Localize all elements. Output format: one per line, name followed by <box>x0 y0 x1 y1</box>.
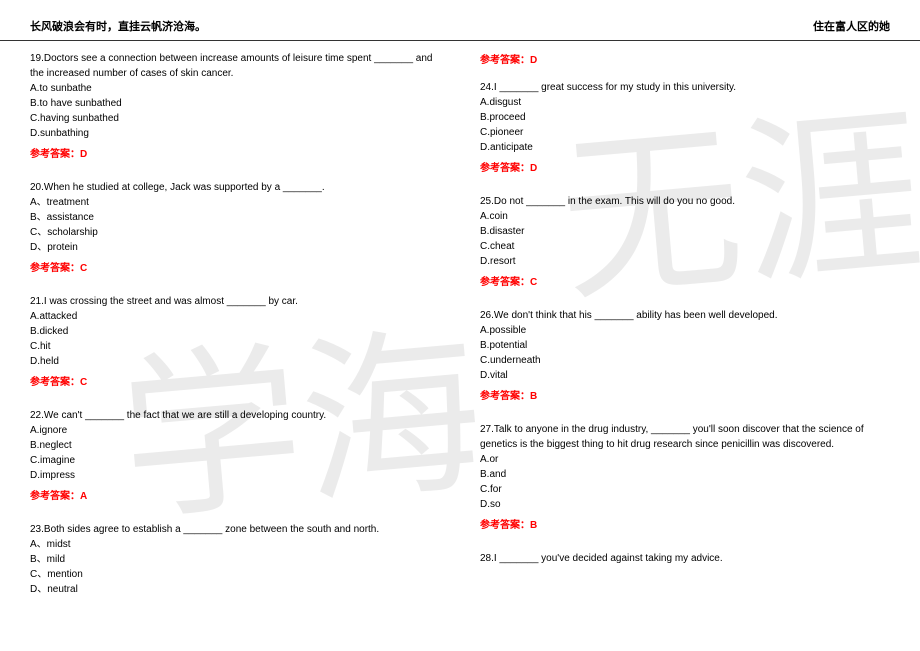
page-header: 长风破浪会有时，直挂云帆济沧海。 住在富人区的她 <box>0 0 920 41</box>
question-text: 19.Doctors see a connection between incr… <box>30 51 440 81</box>
question-option: B.and <box>480 467 890 482</box>
answer-label: 参考答案：D <box>480 161 890 176</box>
question-text: 27.Talk to anyone in the drug industry, … <box>480 422 890 452</box>
question-text: 22.We can't _______ the fact that we are… <box>30 408 440 423</box>
question-option: A.to sunbathe <box>30 81 440 96</box>
answer-label: 参考答案：D <box>480 51 890 66</box>
question-option: D.vital <box>480 368 890 383</box>
question-block: 22.We can't _______ the fact that we are… <box>30 408 440 504</box>
question-option: C、mention <box>30 567 440 582</box>
question-option: D.anticipate <box>480 140 890 155</box>
question-text: 24.I _______ great success for my study … <box>480 80 890 95</box>
question-option: C.pioneer <box>480 125 890 140</box>
question-block: 28.I _______ you've decided against taki… <box>480 551 890 566</box>
question-option: D、neutral <box>30 582 440 597</box>
question-block: 26.We don't think that his _______ abili… <box>480 308 890 404</box>
question-option: D.so <box>480 497 890 512</box>
header-left: 长风破浪会有时，直挂云帆济沧海。 <box>30 18 206 34</box>
question-option: A.attacked <box>30 309 440 324</box>
answer-label: 参考答案：D <box>30 147 440 162</box>
question-option: D.impress <box>30 468 440 483</box>
question-block: 25.Do not _______ in the exam. This will… <box>480 194 890 290</box>
question-option: A、treatment <box>30 195 440 210</box>
question-option: B.proceed <box>480 110 890 125</box>
question-option: C.cheat <box>480 239 890 254</box>
question-option: D.sunbathing <box>30 126 440 141</box>
question-option: B、mild <box>30 552 440 567</box>
content-area: 19.Doctors see a connection between incr… <box>0 41 920 625</box>
question-option: B、assistance <box>30 210 440 225</box>
question-option: B.dicked <box>30 324 440 339</box>
question-option: D.resort <box>480 254 890 269</box>
question-option: A.ignore <box>30 423 440 438</box>
answer-label: 参考答案：C <box>30 261 440 276</box>
left-column: 19.Doctors see a connection between incr… <box>30 51 460 615</box>
question-option: A.disgust <box>480 95 890 110</box>
question-option: C.imagine <box>30 453 440 468</box>
answer-label: 参考答案：C <box>480 275 890 290</box>
question-block: 27.Talk to anyone in the drug industry, … <box>480 422 890 533</box>
question-text: 26.We don't think that his _______ abili… <box>480 308 890 323</box>
question-option: B.disaster <box>480 224 890 239</box>
question-text: 21.I was crossing the street and was alm… <box>30 294 440 309</box>
question-text: 25.Do not _______ in the exam. This will… <box>480 194 890 209</box>
answer-label: 参考答案：B <box>480 389 890 404</box>
question-option: B.to have sunbathed <box>30 96 440 111</box>
question-option: D、protein <box>30 240 440 255</box>
question-option: A、midst <box>30 537 440 552</box>
question-option: C.having sunbathed <box>30 111 440 126</box>
question-option: D.held <box>30 354 440 369</box>
question-option: C、scholarship <box>30 225 440 240</box>
question-block: 24.I _______ great success for my study … <box>480 80 890 176</box>
question-option: A.or <box>480 452 890 467</box>
question-block: 20.When he studied at college, Jack was … <box>30 180 440 276</box>
question-text: 23.Both sides agree to establish a _____… <box>30 522 440 537</box>
answer-label: 参考答案：B <box>480 518 890 533</box>
question-block: 21.I was crossing the street and was alm… <box>30 294 440 390</box>
question-option: A.possible <box>480 323 890 338</box>
question-block: 23.Both sides agree to establish a _____… <box>30 522 440 597</box>
answer-label: 参考答案：A <box>30 489 440 504</box>
question-option: B.neglect <box>30 438 440 453</box>
question-option: A.coin <box>480 209 890 224</box>
answer-label: 参考答案：C <box>30 375 440 390</box>
question-text: 28.I _______ you've decided against taki… <box>480 551 890 566</box>
question-option: B.potential <box>480 338 890 353</box>
question-option: C.hit <box>30 339 440 354</box>
question-option: C.for <box>480 482 890 497</box>
question-block: 19.Doctors see a connection between incr… <box>30 51 440 162</box>
right-column: 参考答案：D 24.I _______ great success for my … <box>460 51 890 615</box>
question-option: C.underneath <box>480 353 890 368</box>
header-right: 住在富人区的她 <box>813 18 890 34</box>
question-text: 20.When he studied at college, Jack was … <box>30 180 440 195</box>
